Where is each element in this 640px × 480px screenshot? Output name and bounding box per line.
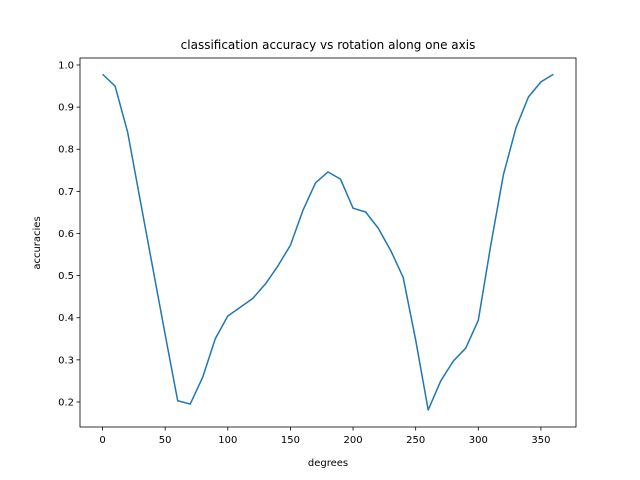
- x-tick-label: 200: [344, 435, 363, 446]
- x-tick-label: 300: [469, 435, 488, 446]
- x-tick-label: 250: [406, 435, 425, 446]
- y-axis-label: accuracies: [32, 216, 43, 269]
- plot-frame: [79, 57, 577, 428]
- x-axis-label: degrees: [308, 458, 348, 469]
- data-line: [102, 73, 554, 411]
- y-tick-label: 0.7: [58, 187, 74, 198]
- x-tick-label: 350: [531, 435, 550, 446]
- y-tick-label: 0.3: [58, 355, 74, 366]
- y-tick-label: 0.2: [58, 397, 74, 408]
- y-tick-label: 0.6: [58, 229, 74, 240]
- x-tick-label: 150: [281, 435, 300, 446]
- y-tick-label: 1.0: [58, 60, 74, 71]
- x-tick-label: 100: [218, 435, 237, 446]
- x-tick-label: 0: [99, 435, 105, 446]
- y-tick-label: 0.8: [58, 145, 74, 156]
- x-tick-label: 50: [159, 435, 172, 446]
- y-tick-label: 0.4: [58, 313, 74, 324]
- chart-title: classification accuracy vs rotation alon…: [181, 38, 476, 52]
- y-tick-label: 0.5: [58, 271, 74, 282]
- y-tick-label: 0.9: [58, 103, 74, 114]
